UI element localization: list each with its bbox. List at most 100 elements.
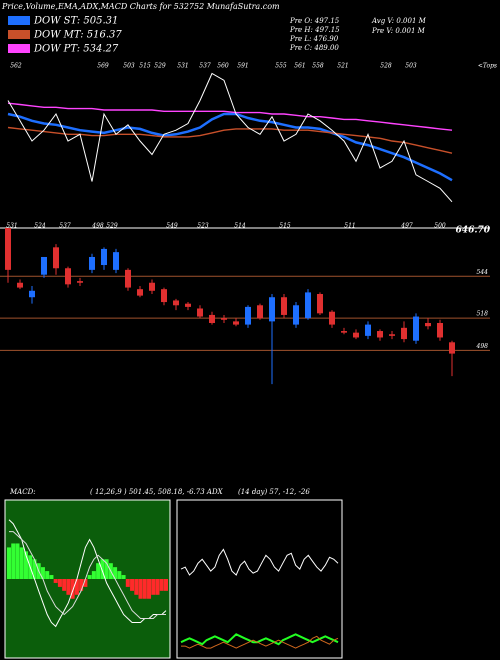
legend-label: DOW ST: 505.31 — [33, 16, 118, 27]
macd-params: ( 12,26,9 ) 501.45, 508.18, -6.73 ADX — [90, 488, 224, 496]
candle-body — [341, 331, 347, 333]
top-label: 569 — [97, 63, 109, 70]
histogram-bar — [142, 579, 147, 599]
histogram-bar — [164, 579, 168, 591]
top-label: 560 — [217, 63, 229, 70]
volume-text: Avg V: 0.001 M — [371, 17, 427, 25]
top-label: 555 — [275, 63, 287, 70]
histogram-bar — [138, 579, 143, 599]
candle-body — [401, 327, 407, 340]
bottom-label: 529 — [106, 223, 118, 230]
ema-line — [7, 112, 453, 182]
histogram-bar — [62, 579, 67, 591]
candle-body — [149, 282, 155, 291]
bottom-label: 500 — [434, 223, 446, 230]
bottom-label: 497 — [400, 223, 413, 230]
bottom-label: 523 — [197, 223, 209, 230]
top-label: 561 — [294, 63, 305, 70]
adx-line — [181, 635, 339, 649]
panel-bg — [176, 499, 343, 659]
top-label: 515 — [139, 63, 151, 70]
histogram-bar — [91, 571, 96, 579]
histogram-bar — [87, 575, 92, 579]
candle-body — [269, 297, 275, 322]
max-label: 646.70 — [456, 226, 491, 236]
histogram-bar — [40, 567, 45, 579]
histogram-bar — [125, 579, 130, 587]
histogram-bar — [19, 547, 24, 579]
candle-body — [173, 300, 179, 306]
candle-body — [413, 316, 419, 341]
candle-body — [389, 334, 395, 336]
adx-line — [180, 633, 339, 646]
candle-body — [233, 321, 239, 325]
top-label: 558 — [312, 63, 324, 70]
candle-body — [77, 281, 83, 283]
histogram-bar — [121, 575, 126, 579]
info-text: Pre O: 497.15 — [289, 17, 340, 25]
bottom-label: 524 — [34, 223, 46, 230]
page-title: Price,Volume,EMA,ADX,MACD Charts for 532… — [1, 2, 280, 11]
info-text: Pre H: 497.15 — [289, 26, 340, 34]
bottom-label: 537 — [59, 223, 71, 230]
histogram-bar — [83, 579, 88, 587]
legend-label: DOW MT: 516.37 — [33, 30, 122, 41]
top-label: 528 — [380, 63, 392, 70]
top-label: 503 — [123, 63, 135, 70]
candle-body — [449, 342, 455, 354]
histogram-bar — [66, 579, 71, 595]
histogram-bar — [96, 563, 101, 579]
candle-body — [293, 305, 299, 325]
candle-body — [65, 268, 71, 285]
bottom-label: 498 — [91, 223, 104, 230]
candle-body — [5, 228, 11, 270]
candle-body — [41, 256, 47, 275]
candle-body — [197, 308, 203, 317]
top-label: <Tops — [478, 63, 497, 70]
macd-line — [8, 519, 167, 628]
candle-body — [113, 252, 119, 270]
adx-title: (14 day) 57, -12, -26 — [238, 488, 310, 496]
top-label: 562 — [10, 63, 22, 70]
candle-body — [17, 282, 23, 288]
bottom-label: 514 — [234, 223, 246, 230]
ema-line — [7, 126, 453, 154]
candle-body — [161, 289, 167, 303]
histogram-bar — [23, 551, 28, 579]
legend-swatch — [8, 44, 30, 53]
candle-body — [29, 290, 35, 298]
candle-body — [221, 318, 227, 320]
histogram-bar — [7, 547, 11, 579]
bottom-label: 549 — [166, 223, 178, 230]
histogram-bar — [45, 571, 50, 579]
histogram-bar — [57, 579, 62, 587]
histogram-bar — [155, 579, 160, 595]
bottom-label: 515 — [279, 223, 291, 230]
top-label: 591 — [237, 63, 248, 70]
info-text: Pre C: 489.00 — [289, 44, 339, 52]
histogram-bar — [134, 579, 139, 595]
histogram-bar — [49, 575, 54, 579]
y-tick-label: 498 — [476, 343, 489, 350]
adx-line — [180, 548, 339, 576]
histogram-bar — [104, 559, 109, 579]
candle-body — [257, 305, 263, 319]
histogram-bar — [147, 579, 152, 599]
candle-body — [53, 247, 59, 269]
candle-body — [281, 297, 287, 315]
y-tick-label: 518 — [477, 311, 489, 318]
macd-line — [9, 531, 166, 619]
bottom-label: 511 — [344, 223, 355, 230]
top-label: 503 — [405, 63, 417, 70]
candle-body — [377, 331, 383, 338]
histogram-bar — [79, 579, 84, 591]
top-label: 531 — [177, 63, 188, 70]
macd-title: MACD: — [9, 488, 36, 496]
legend-swatch — [8, 30, 30, 39]
volume-text: Pre V: 0.001 M — [371, 27, 426, 35]
candle-body — [425, 322, 431, 327]
candle-body — [137, 289, 143, 296]
histogram-bar — [32, 559, 37, 579]
candle-body — [185, 303, 191, 307]
